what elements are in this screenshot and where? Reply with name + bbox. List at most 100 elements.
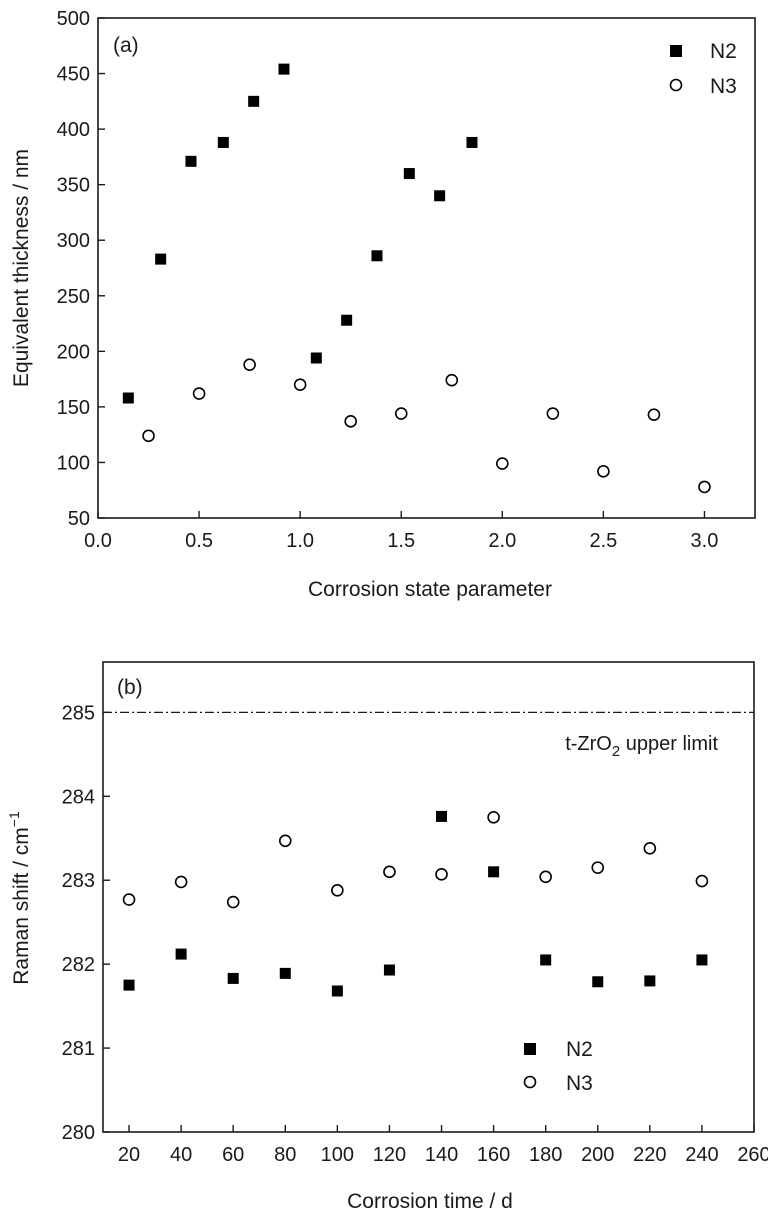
y-tick-label: 50 xyxy=(68,508,90,530)
x-tick-label: 40 xyxy=(170,1144,192,1166)
x-axis-title-a: Corrosion state parameter xyxy=(308,578,552,601)
x-tick-label: 60 xyxy=(222,1144,244,1166)
data-point-n3 xyxy=(597,465,610,478)
data-point-n3 xyxy=(698,480,711,494)
x-tick-label: 20 xyxy=(118,1144,140,1166)
x-tick-label: 260 xyxy=(737,1144,768,1166)
legend-label-n2-b: N2 xyxy=(566,1038,593,1061)
y-ticks-b: 280 281 282 283 284 285 xyxy=(62,702,110,1144)
data-point-n3 xyxy=(591,861,605,874)
data-point-n3 xyxy=(695,874,709,888)
data-point-n2 xyxy=(227,972,239,984)
x-tick-label: 1.5 xyxy=(387,530,415,552)
data-point-n2 xyxy=(383,964,395,976)
y-tick-label: 281 xyxy=(62,1038,95,1060)
plot-frame-b xyxy=(102,661,755,1133)
panel-label-b: (b) xyxy=(117,676,143,699)
data-point-n3 xyxy=(174,875,188,889)
y-tick-label: 100 xyxy=(57,452,90,474)
data-point-n2 xyxy=(217,136,229,148)
x-tick-label: 0.0 xyxy=(84,530,112,552)
data-point-n3 xyxy=(331,883,344,897)
y-tick-label: 500 xyxy=(57,8,90,30)
marks-a xyxy=(122,63,711,494)
data-point-n3 xyxy=(647,408,661,421)
legend-marker-n3-a xyxy=(669,78,683,92)
x-axis-title-b: Corrosion time / d xyxy=(347,1190,513,1213)
x-tick-label: 140 xyxy=(425,1144,458,1166)
data-point-n3 xyxy=(394,407,408,420)
data-point-n3 xyxy=(344,415,357,428)
legend-marker-n3-b xyxy=(523,1075,537,1089)
data-point-n2 xyxy=(592,976,604,988)
legend-a: N2 N3 xyxy=(669,40,737,98)
data-point-n3 xyxy=(643,842,657,855)
data-point-n2 xyxy=(248,95,260,107)
data-point-n2 xyxy=(696,954,708,966)
data-point-n3 xyxy=(293,378,307,391)
y-tick-label: 200 xyxy=(57,341,90,363)
x-tick-label: 220 xyxy=(633,1144,666,1166)
x-tick-label: 3.0 xyxy=(691,530,719,552)
data-point-n2 xyxy=(175,948,187,960)
data-point-n3 xyxy=(122,893,136,906)
data-point-n2 xyxy=(185,155,197,167)
data-point-n3 xyxy=(383,865,396,879)
data-point-n3 xyxy=(496,457,509,470)
x-tick-label: 240 xyxy=(685,1144,718,1166)
y-axis-title-a: Equivalent thickness / nm xyxy=(10,149,33,387)
y-axis-title-b: Raman shift / cm−1 xyxy=(6,811,33,985)
data-point-n2 xyxy=(488,866,500,878)
chart-panel-b: 280 281 282 283 284 285 20 40 60 80 100 120 140 160 1… xyxy=(6,661,768,1213)
x-tick-label: 0.5 xyxy=(185,530,213,552)
data-point-n3 xyxy=(445,373,459,387)
legend-marker-n2-a xyxy=(670,45,682,57)
data-point-n2 xyxy=(278,63,290,75)
x-tick-label: 160 xyxy=(477,1144,510,1166)
y-tick-label: 280 xyxy=(62,1122,95,1144)
y-tick-label: 282 xyxy=(62,954,95,976)
data-point-n3 xyxy=(435,868,448,881)
data-point-n2 xyxy=(466,136,478,148)
y-tick-label: 300 xyxy=(57,230,90,252)
data-point-n2 xyxy=(436,810,448,822)
data-point-n3 xyxy=(243,358,256,371)
legend-b: N2 N3 xyxy=(523,1038,593,1095)
y-tick-label: 250 xyxy=(57,286,90,308)
data-point-n2 xyxy=(123,979,135,991)
x-tick-label: 80 xyxy=(274,1144,296,1166)
x-tick-label: 1.0 xyxy=(286,530,314,552)
legend-label-n2-a: N2 xyxy=(710,40,737,63)
x-tick-label: 100 xyxy=(321,1144,354,1166)
y-tick-label: 285 xyxy=(62,702,95,724)
data-point-n2 xyxy=(403,168,415,180)
x-tick-label: 200 xyxy=(581,1144,614,1166)
data-point-n3 xyxy=(142,429,155,443)
x-tick-label: 2.0 xyxy=(488,530,516,552)
y-ticks-a: 50 100 150 200 250 300 350 400 450 500 xyxy=(57,8,105,530)
y-tick-label: 284 xyxy=(62,786,95,808)
x-tick-label: 180 xyxy=(529,1144,562,1166)
data-point-n3 xyxy=(192,387,206,400)
data-point-n2 xyxy=(540,954,552,966)
x-ticks-b: 20 40 60 80 100 120 140 160 180 200 220 240 260 xyxy=(118,1125,768,1166)
legend-label-n3-b: N3 xyxy=(566,1072,593,1095)
y-tick-label: 150 xyxy=(57,397,90,419)
data-point-n3 xyxy=(226,895,240,909)
data-point-n3 xyxy=(487,810,500,824)
y-tick-label: 450 xyxy=(57,64,90,86)
data-point-n2 xyxy=(434,190,446,202)
data-point-n3 xyxy=(539,870,552,884)
x-tick-label: 2.5 xyxy=(589,530,617,552)
data-point-n2 xyxy=(331,985,343,997)
data-point-n2 xyxy=(155,253,167,265)
x-ticks-a: 0.0 0.5 1.0 1.5 2.0 2.5 3.0 xyxy=(84,511,718,552)
panel-label-a: (a) xyxy=(113,34,139,57)
x-tick-label: 120 xyxy=(373,1144,406,1166)
data-point-n2 xyxy=(310,352,322,364)
chart-panel-a: 50 100 150 200 250 300 350 400 450 500 0.0 0.5 1.0 1… xyxy=(10,8,756,601)
data-point-n2 xyxy=(122,392,134,404)
data-point-n2 xyxy=(644,975,656,987)
reference-line-label: t-ZrO2 upper limit xyxy=(565,733,718,760)
